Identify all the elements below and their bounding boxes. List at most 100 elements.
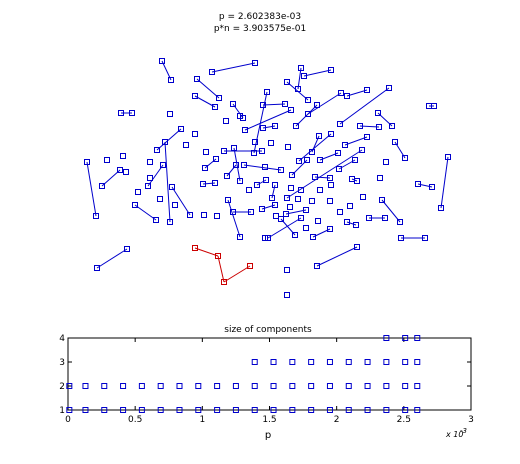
graph-node xyxy=(360,194,366,200)
graph-node xyxy=(298,65,304,71)
component-size-point xyxy=(66,407,73,413)
graph-node xyxy=(310,234,316,240)
graph-node xyxy=(252,139,258,145)
graph-node xyxy=(259,148,265,154)
component-size-point xyxy=(138,407,145,413)
component-size-point xyxy=(101,407,108,413)
y-tick-label: 2 xyxy=(59,382,65,392)
graph-node xyxy=(337,209,343,215)
component-size-point xyxy=(214,383,221,389)
graph-edge xyxy=(295,104,318,127)
x-tick-label: 0.5 xyxy=(128,415,142,425)
graph-node xyxy=(364,134,370,140)
graph-node xyxy=(445,154,451,160)
graph-edge xyxy=(256,179,267,186)
graph-node xyxy=(167,111,173,117)
graph-node xyxy=(272,202,278,208)
graph-node xyxy=(376,124,382,130)
graph-node xyxy=(383,159,389,165)
graph-node xyxy=(118,110,124,116)
component-size-point xyxy=(251,407,258,413)
component-size-point xyxy=(270,383,277,389)
graph-edge xyxy=(297,67,302,90)
component-size-point xyxy=(308,383,315,389)
component-size-point xyxy=(289,383,296,389)
component-size-point xyxy=(176,407,183,413)
graph-node xyxy=(352,157,358,163)
component-size-point xyxy=(66,383,73,389)
x-axis-label: p xyxy=(265,430,271,441)
component-size-point xyxy=(308,359,315,365)
graph-node xyxy=(168,77,174,83)
component-size-point xyxy=(383,383,390,389)
graph-node xyxy=(305,97,311,103)
graph-node xyxy=(246,187,252,193)
graph-node xyxy=(224,173,230,179)
lower-plot-points xyxy=(66,335,421,413)
graph-edge xyxy=(307,92,342,115)
graph-edge xyxy=(227,199,241,238)
graph-node xyxy=(392,139,398,145)
graph-node xyxy=(203,149,209,155)
component-size-point xyxy=(383,407,390,413)
graph-node xyxy=(169,184,175,190)
graph-edge xyxy=(339,87,390,125)
graph-edge xyxy=(381,199,401,223)
component-node xyxy=(215,253,221,259)
graph-node xyxy=(364,87,370,93)
graph-node xyxy=(194,76,200,82)
graph-node xyxy=(264,89,270,95)
graph-node xyxy=(438,205,444,211)
graph-node xyxy=(124,246,130,252)
component-size-point xyxy=(345,407,352,413)
graph-node xyxy=(84,159,90,165)
graph-edge xyxy=(262,103,286,106)
graph-node xyxy=(328,67,334,73)
component-size-point xyxy=(270,407,277,413)
graph-node xyxy=(287,204,293,210)
x-tick-label: 2 xyxy=(334,415,340,425)
x-tick-label: 2.5 xyxy=(397,415,411,425)
component-size-point xyxy=(157,383,164,389)
graph-node xyxy=(285,144,291,150)
graph-edge xyxy=(196,78,220,99)
graph-node xyxy=(201,212,207,218)
graph-node xyxy=(202,165,208,171)
component-size-point xyxy=(101,383,108,389)
component-size-point xyxy=(176,383,183,389)
graph-node xyxy=(260,102,266,108)
graph-edge xyxy=(96,248,128,269)
graph-node xyxy=(231,145,237,151)
graph-node xyxy=(233,162,239,168)
graph-node xyxy=(269,195,275,201)
y-tick-label: 3 xyxy=(59,358,65,368)
component-node xyxy=(247,263,253,269)
graph-node xyxy=(221,148,227,154)
graph-edge xyxy=(161,60,172,81)
lower-plot-axes: 0 0.5 1 1.5 2 2.5 3 1 2 3 4 xyxy=(59,334,474,425)
graph-node xyxy=(309,149,315,155)
graph-node xyxy=(104,157,110,163)
graph-node xyxy=(295,86,301,92)
component-size-point xyxy=(251,383,258,389)
graph-node xyxy=(212,180,218,186)
graph-node xyxy=(263,177,269,183)
graph-node xyxy=(315,218,321,224)
x-tick-label: 1 xyxy=(199,415,205,425)
component-size-point xyxy=(232,407,239,413)
component-size-point xyxy=(120,383,127,389)
graph-node xyxy=(344,93,350,99)
graph-node xyxy=(242,127,248,133)
graph-node xyxy=(366,215,372,221)
y-tick-label: 4 xyxy=(59,334,65,344)
graph-node xyxy=(303,225,309,231)
y-tick-label: 1 xyxy=(59,406,65,416)
graph-node xyxy=(377,175,383,181)
graph-node xyxy=(278,167,284,173)
component-size-point xyxy=(383,359,390,365)
lower-plot-frame xyxy=(67,337,472,411)
component-size-point xyxy=(157,407,164,413)
graph-node xyxy=(382,215,388,221)
